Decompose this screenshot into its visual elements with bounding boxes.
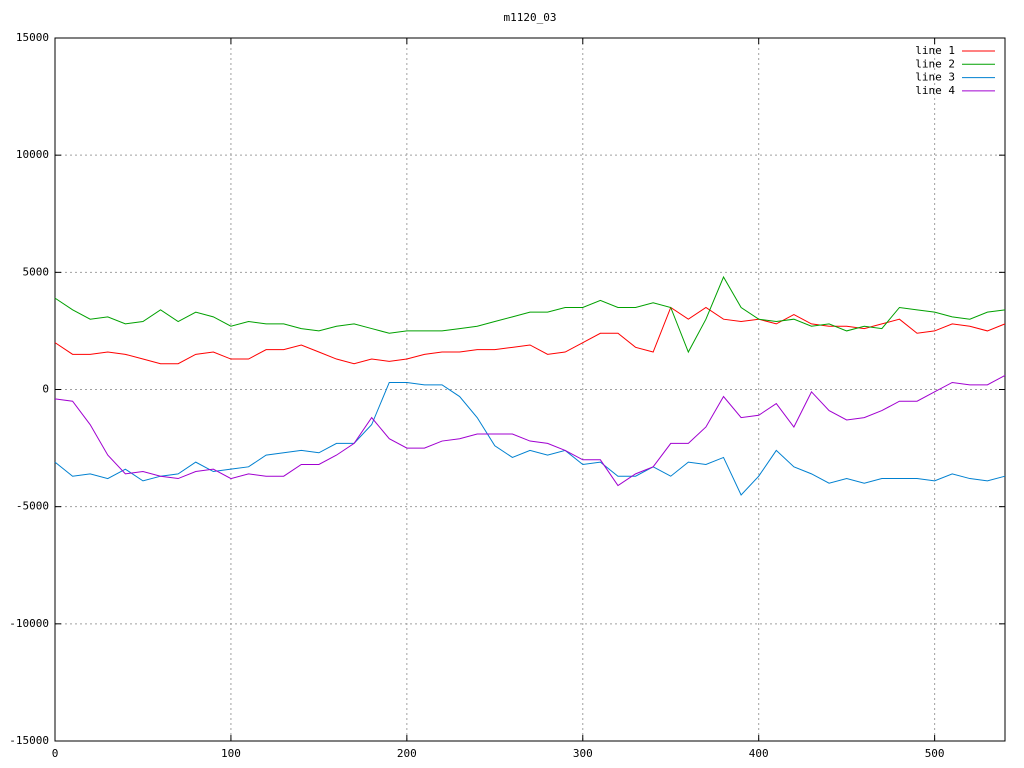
data-line bbox=[54, 374, 1006, 487]
y-tick-label: 0 bbox=[42, 383, 49, 396]
legend-label: line 4 bbox=[915, 84, 955, 97]
y-tick-label: 10000 bbox=[16, 148, 49, 161]
legend-label: line 1 bbox=[915, 44, 955, 57]
x-tick-label: 200 bbox=[397, 747, 417, 760]
y-tick-label: -15000 bbox=[9, 734, 49, 747]
legend-label: line 3 bbox=[915, 71, 955, 84]
x-tick-label: 400 bbox=[749, 747, 769, 760]
data-line bbox=[54, 306, 1006, 365]
x-tick-label: 0 bbox=[52, 747, 59, 760]
data-line bbox=[54, 381, 1006, 496]
y-tick-label: 5000 bbox=[23, 265, 50, 278]
x-tick-label: 500 bbox=[925, 747, 945, 760]
x-tick-label: 300 bbox=[573, 747, 593, 760]
chart-title: m1120_03 bbox=[504, 11, 557, 24]
legend-label: line 2 bbox=[915, 57, 955, 70]
y-tick-label: -5000 bbox=[16, 500, 49, 513]
x-tick-label: 100 bbox=[221, 747, 241, 760]
data-line bbox=[54, 275, 1006, 354]
plot-frame bbox=[54, 37, 1006, 742]
y-tick-label: 15000 bbox=[16, 31, 49, 44]
y-tick-label: -10000 bbox=[9, 617, 49, 630]
